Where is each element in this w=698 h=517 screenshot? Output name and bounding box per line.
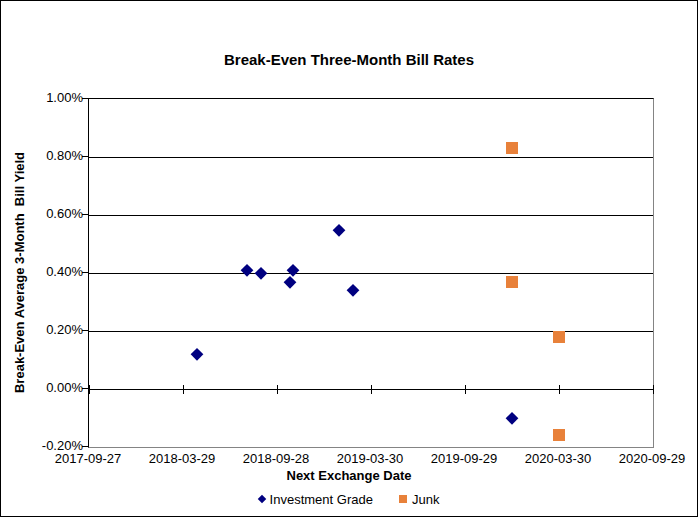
data-point-junk <box>506 276 518 288</box>
data-point-junk <box>506 142 518 154</box>
y-tick-label: 0.80% <box>27 148 83 163</box>
gridline <box>89 273 653 274</box>
legend: Investment Grade Junk <box>1 490 697 508</box>
gridline <box>89 331 653 332</box>
chart-title-line1: Break-Even Three-Month Bill Rates <box>1 50 697 69</box>
data-point-junk <box>553 331 565 343</box>
y-tick-label: 0.60% <box>27 206 83 221</box>
x-axis-tick <box>371 385 372 394</box>
data-point-investment-grade <box>241 264 253 276</box>
y-tick-label: 1.00% <box>27 90 83 105</box>
data-point-junk <box>553 429 565 441</box>
legend-item: Junk <box>399 492 439 507</box>
legend-marker-square-icon <box>399 495 407 503</box>
x-tick-label: 2020-03-30 <box>511 451 605 466</box>
x-tick-label: 2019-09-29 <box>417 451 511 466</box>
legend-item: Investment Grade <box>259 492 373 507</box>
x-tick-label: 2019-03-30 <box>323 451 417 466</box>
x-axis-tick <box>465 385 466 394</box>
plot-area <box>88 98 654 448</box>
x-tick-label: 2018-03-29 <box>135 451 229 466</box>
data-point-investment-grade <box>287 264 299 276</box>
x-axis-tick <box>653 385 654 394</box>
gridline <box>89 215 653 216</box>
y-tick-label: 0.20% <box>27 322 83 337</box>
x-tick-label: 2017-09-27 <box>41 451 135 466</box>
data-point-investment-grade <box>333 223 345 235</box>
y-tick-label: 0.00% <box>27 380 83 395</box>
scatter-chart: Break-Even Three-Month Bill Rates (n.b.:… <box>0 0 698 517</box>
x-tick-label: 2020-09-29 <box>605 451 698 466</box>
data-point-investment-grade <box>191 348 203 360</box>
data-point-investment-grade <box>255 267 267 279</box>
x-axis-tick <box>559 385 560 394</box>
y-tick-label: 0.40% <box>27 264 83 279</box>
x-axis-tick <box>89 385 90 394</box>
gridline <box>89 157 653 158</box>
legend-label: Junk <box>412 492 439 507</box>
x-axis-title: Next Exchange Date <box>1 468 697 483</box>
x-tick-label: 2018-09-28 <box>229 451 323 466</box>
legend-marker-diamond-icon <box>257 495 265 503</box>
data-point-investment-grade <box>346 284 358 296</box>
legend-label: Investment Grade <box>270 492 373 507</box>
data-point-investment-grade <box>284 276 296 288</box>
x-axis-tick <box>277 385 278 394</box>
x-axis-tick <box>183 385 184 394</box>
data-point-investment-grade <box>506 412 518 424</box>
